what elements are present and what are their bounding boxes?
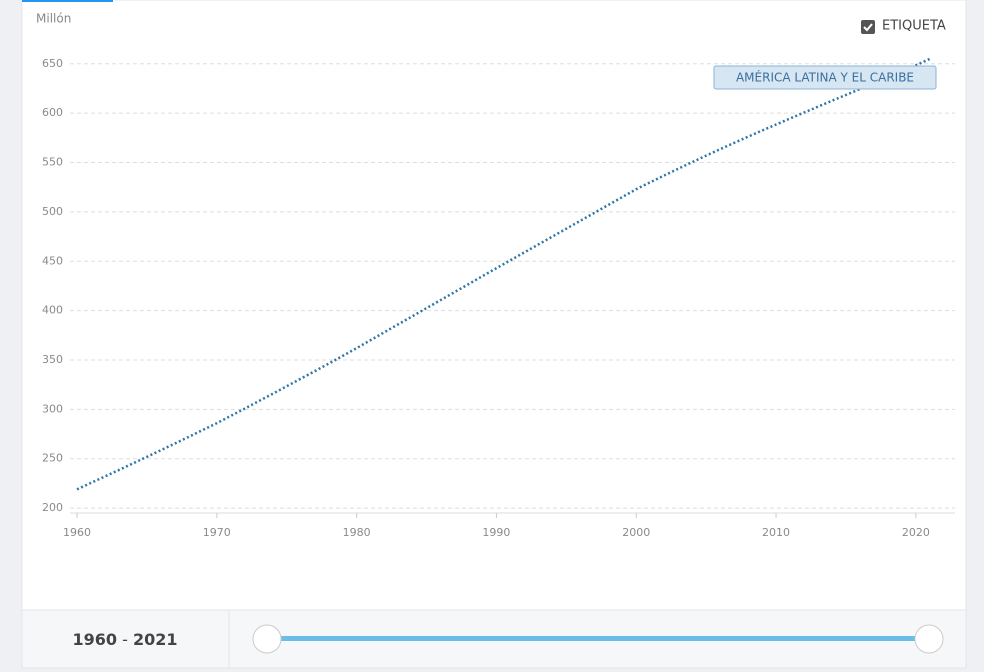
label-toggle[interactable]: ETIQUETA (861, 19, 946, 35)
y-tick-label: 550 (42, 156, 63, 169)
active-tab (22, 0, 113, 2)
slider-handle-end[interactable] (914, 624, 944, 654)
x-tick-label: 2020 (902, 526, 930, 539)
x-tick-label: 1970 (203, 526, 231, 539)
range-separator: - (122, 630, 128, 649)
checkbox[interactable] (861, 20, 875, 34)
slider-handle-start[interactable] (252, 624, 282, 654)
y-tick-label: 200 (42, 501, 63, 514)
series-line (76, 57, 931, 491)
x-tick-label: 2010 (762, 526, 790, 539)
range-end: 2021 (133, 630, 178, 649)
range-start: 1960 (72, 630, 117, 649)
y-tick-label: 400 (42, 304, 63, 317)
series-label: AMÉRICA LATINA Y EL CARIBE (736, 70, 914, 85)
x-tick-label: 2000 (622, 526, 650, 539)
y-tick-label: 600 (42, 106, 63, 119)
range-label: 1960 - 2021 (72, 630, 177, 649)
y-tick-label: 650 (42, 57, 63, 70)
plot: 200 250 300 350 400 450 500 550 600 650 1960 1970 19… (42, 57, 955, 539)
slider-track[interactable] (267, 636, 929, 641)
x-tick-label: 1980 (343, 526, 371, 539)
x-tick-label: 1990 (482, 526, 510, 539)
chart-card (21, 0, 967, 611)
y-tick-label: 500 (42, 205, 63, 218)
series-label-box (713, 65, 937, 90)
y-tick-label: 300 (42, 402, 63, 415)
y-tick-label: 350 (42, 353, 63, 366)
y-tick-label: 250 (42, 452, 63, 465)
label-toggle-text[interactable]: ETIQUETA (882, 19, 946, 34)
checkmark (863, 23, 873, 32)
y-tick-label: 450 (42, 254, 63, 267)
y-unit: Millón (36, 12, 71, 26)
x-tick-label: 1960 (63, 526, 91, 539)
